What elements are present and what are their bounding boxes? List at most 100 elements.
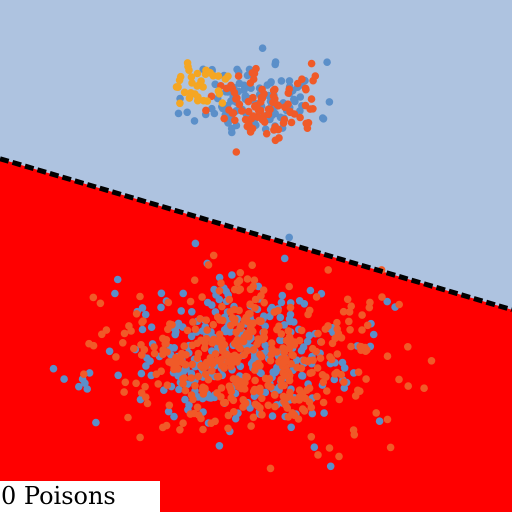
scatter-point bbox=[191, 90, 199, 98]
scatter-point bbox=[176, 99, 184, 108]
scatter-point bbox=[363, 321, 372, 330]
scatter-point bbox=[188, 341, 197, 350]
scatter-point bbox=[220, 364, 228, 372]
scatter-point bbox=[404, 382, 413, 390]
scatter-point bbox=[235, 276, 244, 285]
scatter-point bbox=[215, 287, 224, 295]
scatter-point bbox=[383, 352, 392, 361]
scatter-point bbox=[267, 383, 275, 391]
scatter-point bbox=[302, 119, 311, 128]
scatter-point bbox=[290, 318, 298, 326]
scatter-point bbox=[395, 375, 403, 384]
scatter-point bbox=[305, 384, 314, 393]
scatter-point bbox=[266, 356, 275, 365]
scatter-point bbox=[137, 351, 146, 359]
scatter-point bbox=[185, 401, 193, 409]
scatter-point bbox=[194, 372, 203, 381]
scatter-point bbox=[83, 385, 91, 393]
scatter-point bbox=[285, 233, 294, 242]
scatter-point bbox=[174, 83, 182, 91]
scatter-point bbox=[232, 148, 241, 156]
scatter-point bbox=[209, 251, 218, 260]
scatter-point bbox=[358, 326, 366, 334]
scatter-point bbox=[177, 307, 185, 315]
scatter-point bbox=[354, 368, 363, 377]
lower-class-region bbox=[0, 158, 512, 512]
scatter-point bbox=[281, 103, 289, 111]
scatter-point bbox=[159, 346, 167, 354]
scatter-point bbox=[230, 408, 238, 416]
scatter-point bbox=[319, 378, 328, 387]
scatter-point bbox=[248, 69, 257, 77]
scatter-point bbox=[307, 59, 316, 68]
scatter-point bbox=[264, 401, 273, 410]
data-points bbox=[49, 44, 436, 473]
scatter-point bbox=[258, 394, 266, 403]
scatter-point bbox=[297, 326, 306, 335]
scatter-point bbox=[285, 282, 294, 291]
scatter-point bbox=[75, 382, 83, 391]
scatter-point bbox=[111, 289, 119, 298]
scatter-point bbox=[333, 368, 341, 377]
scatter-point bbox=[164, 325, 172, 334]
scatter-point bbox=[259, 286, 268, 295]
scatter-point bbox=[347, 302, 356, 311]
scatter-point bbox=[179, 419, 187, 428]
scatter-point bbox=[249, 282, 257, 291]
scatter-point bbox=[245, 332, 253, 341]
scatter-point bbox=[277, 77, 286, 85]
scatter-point bbox=[157, 303, 165, 312]
scatter-point bbox=[150, 349, 159, 358]
scatter-point bbox=[241, 399, 250, 408]
scatter-point bbox=[335, 452, 343, 461]
scatter-point bbox=[349, 426, 358, 434]
scatter-point bbox=[96, 299, 105, 308]
scatter-point bbox=[218, 302, 226, 311]
scatter-point bbox=[287, 360, 295, 368]
scatter-point bbox=[256, 362, 264, 370]
scatter-point bbox=[279, 119, 288, 127]
scatter-point bbox=[159, 334, 167, 343]
scatter-point bbox=[119, 339, 127, 347]
scatter-point bbox=[305, 331, 314, 340]
scatter-point bbox=[132, 379, 140, 388]
scatter-point bbox=[240, 385, 249, 393]
scatter-point bbox=[138, 304, 147, 312]
scatter-point bbox=[333, 325, 342, 333]
scatter-point bbox=[60, 375, 68, 383]
scatter-point bbox=[218, 104, 227, 113]
scatter-point bbox=[235, 306, 243, 315]
decision-boundary-line bbox=[0, 156, 512, 313]
scatter-point bbox=[206, 357, 215, 365]
scatter-point bbox=[280, 254, 289, 263]
scatter-point bbox=[239, 337, 248, 346]
scatter-point bbox=[217, 279, 225, 288]
scatter-point bbox=[298, 372, 307, 380]
scatter-point bbox=[213, 313, 222, 321]
scatter-point bbox=[188, 360, 196, 369]
scatter-point bbox=[186, 297, 195, 306]
scatter-point bbox=[250, 276, 259, 285]
scatter-point bbox=[132, 310, 141, 318]
scatter-point bbox=[89, 341, 98, 350]
scatter-point bbox=[313, 392, 321, 401]
scatter-point bbox=[313, 364, 322, 372]
scatter-point bbox=[136, 292, 144, 301]
scatter-point bbox=[325, 98, 334, 106]
scatter-point bbox=[187, 332, 196, 341]
scatter-point bbox=[312, 293, 321, 301]
scatter-point bbox=[137, 389, 146, 397]
scatter-point bbox=[320, 409, 328, 417]
scatter-point bbox=[255, 387, 264, 396]
scatter-point bbox=[214, 372, 223, 381]
scatter-point bbox=[290, 110, 299, 118]
scatter-point bbox=[211, 350, 220, 358]
scatter-point bbox=[157, 289, 166, 298]
scatter-point bbox=[289, 351, 297, 360]
scatter-point bbox=[224, 358, 232, 366]
scatter-point bbox=[427, 357, 436, 365]
scatter-point bbox=[204, 375, 213, 384]
scatter-point bbox=[249, 346, 258, 354]
scatter-point bbox=[125, 322, 133, 330]
